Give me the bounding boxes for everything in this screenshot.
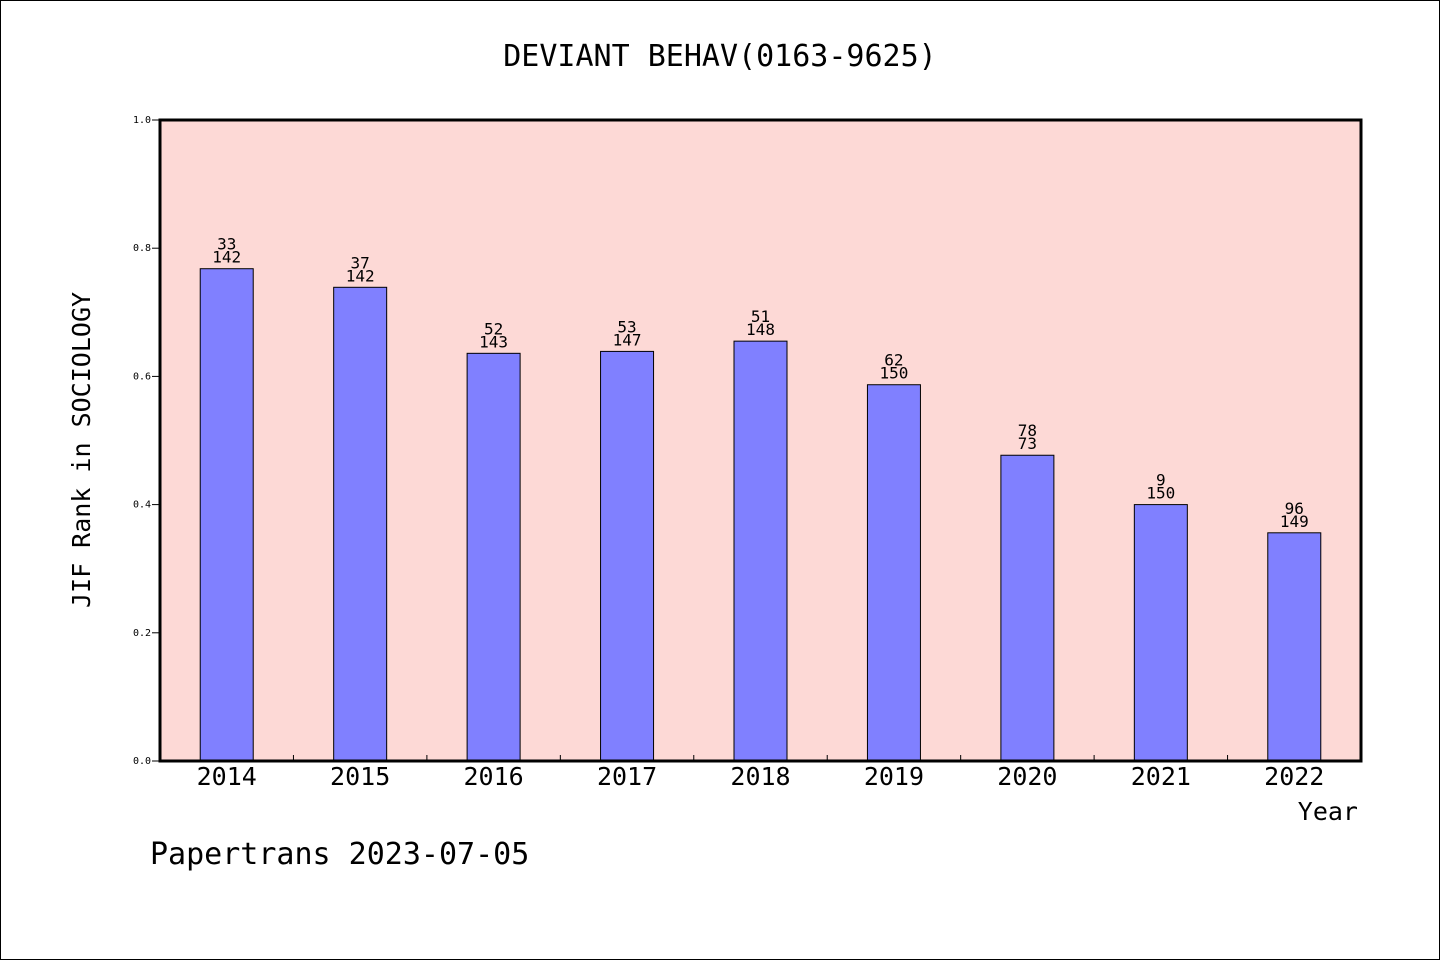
y-axis-label: JIF Rank in SOCIOLOGY xyxy=(67,292,96,608)
chart-title: DEVIANT BEHAV(0163-9625) xyxy=(503,39,936,74)
bar-rank-label: 37 xyxy=(351,253,370,272)
y-tick-label: 0.0 xyxy=(133,756,151,767)
x-tick-label: 2016 xyxy=(464,762,524,791)
bar-2014 xyxy=(199,268,254,762)
bar-total-label: 150 xyxy=(1146,484,1175,503)
x-tick-label: 2022 xyxy=(1264,762,1324,791)
bar-rank-label: 51 xyxy=(751,307,770,326)
bar-group xyxy=(199,268,1322,762)
bar-2015 xyxy=(333,286,388,762)
bar-total-label: 142 xyxy=(212,248,241,267)
bar-rank-label: 33 xyxy=(217,235,236,254)
bar-total-label: 149 xyxy=(1280,512,1309,531)
x-tick-label: 2021 xyxy=(1131,762,1191,791)
bar-total-label: 142 xyxy=(346,266,375,285)
bar-2016 xyxy=(466,352,521,762)
x-axis: 2014 2015 2016 2017 2018 2019 2020 2021 2022 xyxy=(197,755,1324,791)
bar-total-label: 150 xyxy=(879,364,908,383)
bar-rank-label: 96 xyxy=(1285,499,1304,518)
x-tick-label: 2014 xyxy=(197,762,257,791)
y-tick-label: 0.8 xyxy=(133,243,151,254)
bar-2018 xyxy=(733,340,788,762)
bar-rank-label: 53 xyxy=(617,317,636,336)
footer-credit: Papertrans 2023-07-05 xyxy=(150,837,529,872)
y-axis: 0.0 0.2 0.4 0.6 0.8 1.0 xyxy=(133,115,160,767)
y-tick-label: 0.4 xyxy=(133,500,151,511)
bar-2022 xyxy=(1267,532,1322,762)
y-tick-label: 1.0 xyxy=(133,115,151,126)
bar-2019 xyxy=(866,384,921,762)
plot-border xyxy=(158,118,1363,763)
bar-total-label: 147 xyxy=(613,330,642,349)
bar-rank-label: 78 xyxy=(1018,421,1037,440)
bar-total-label: 73 xyxy=(1018,434,1037,453)
bar-rank-label: 9 xyxy=(1156,471,1166,490)
x-tick-label: 2018 xyxy=(730,762,790,791)
bar-2017 xyxy=(600,350,655,762)
bar-total-label: 143 xyxy=(479,332,508,351)
x-tick-label: 2015 xyxy=(330,762,390,791)
y-tick-label: 0.6 xyxy=(133,371,151,382)
bar-2021 xyxy=(1133,504,1188,762)
y-tick-label: 0.2 xyxy=(133,628,151,639)
bar-rank-label: 52 xyxy=(484,319,503,338)
x-axis-label: Year xyxy=(1298,797,1358,826)
bar-rank-label: 62 xyxy=(884,351,903,370)
x-tick-label: 2020 xyxy=(997,762,1057,791)
x-tick-label: 2019 xyxy=(864,762,924,791)
x-tick-label: 2017 xyxy=(597,762,657,791)
bar-total-label: 148 xyxy=(746,320,775,339)
bar-2020 xyxy=(1000,454,1055,762)
